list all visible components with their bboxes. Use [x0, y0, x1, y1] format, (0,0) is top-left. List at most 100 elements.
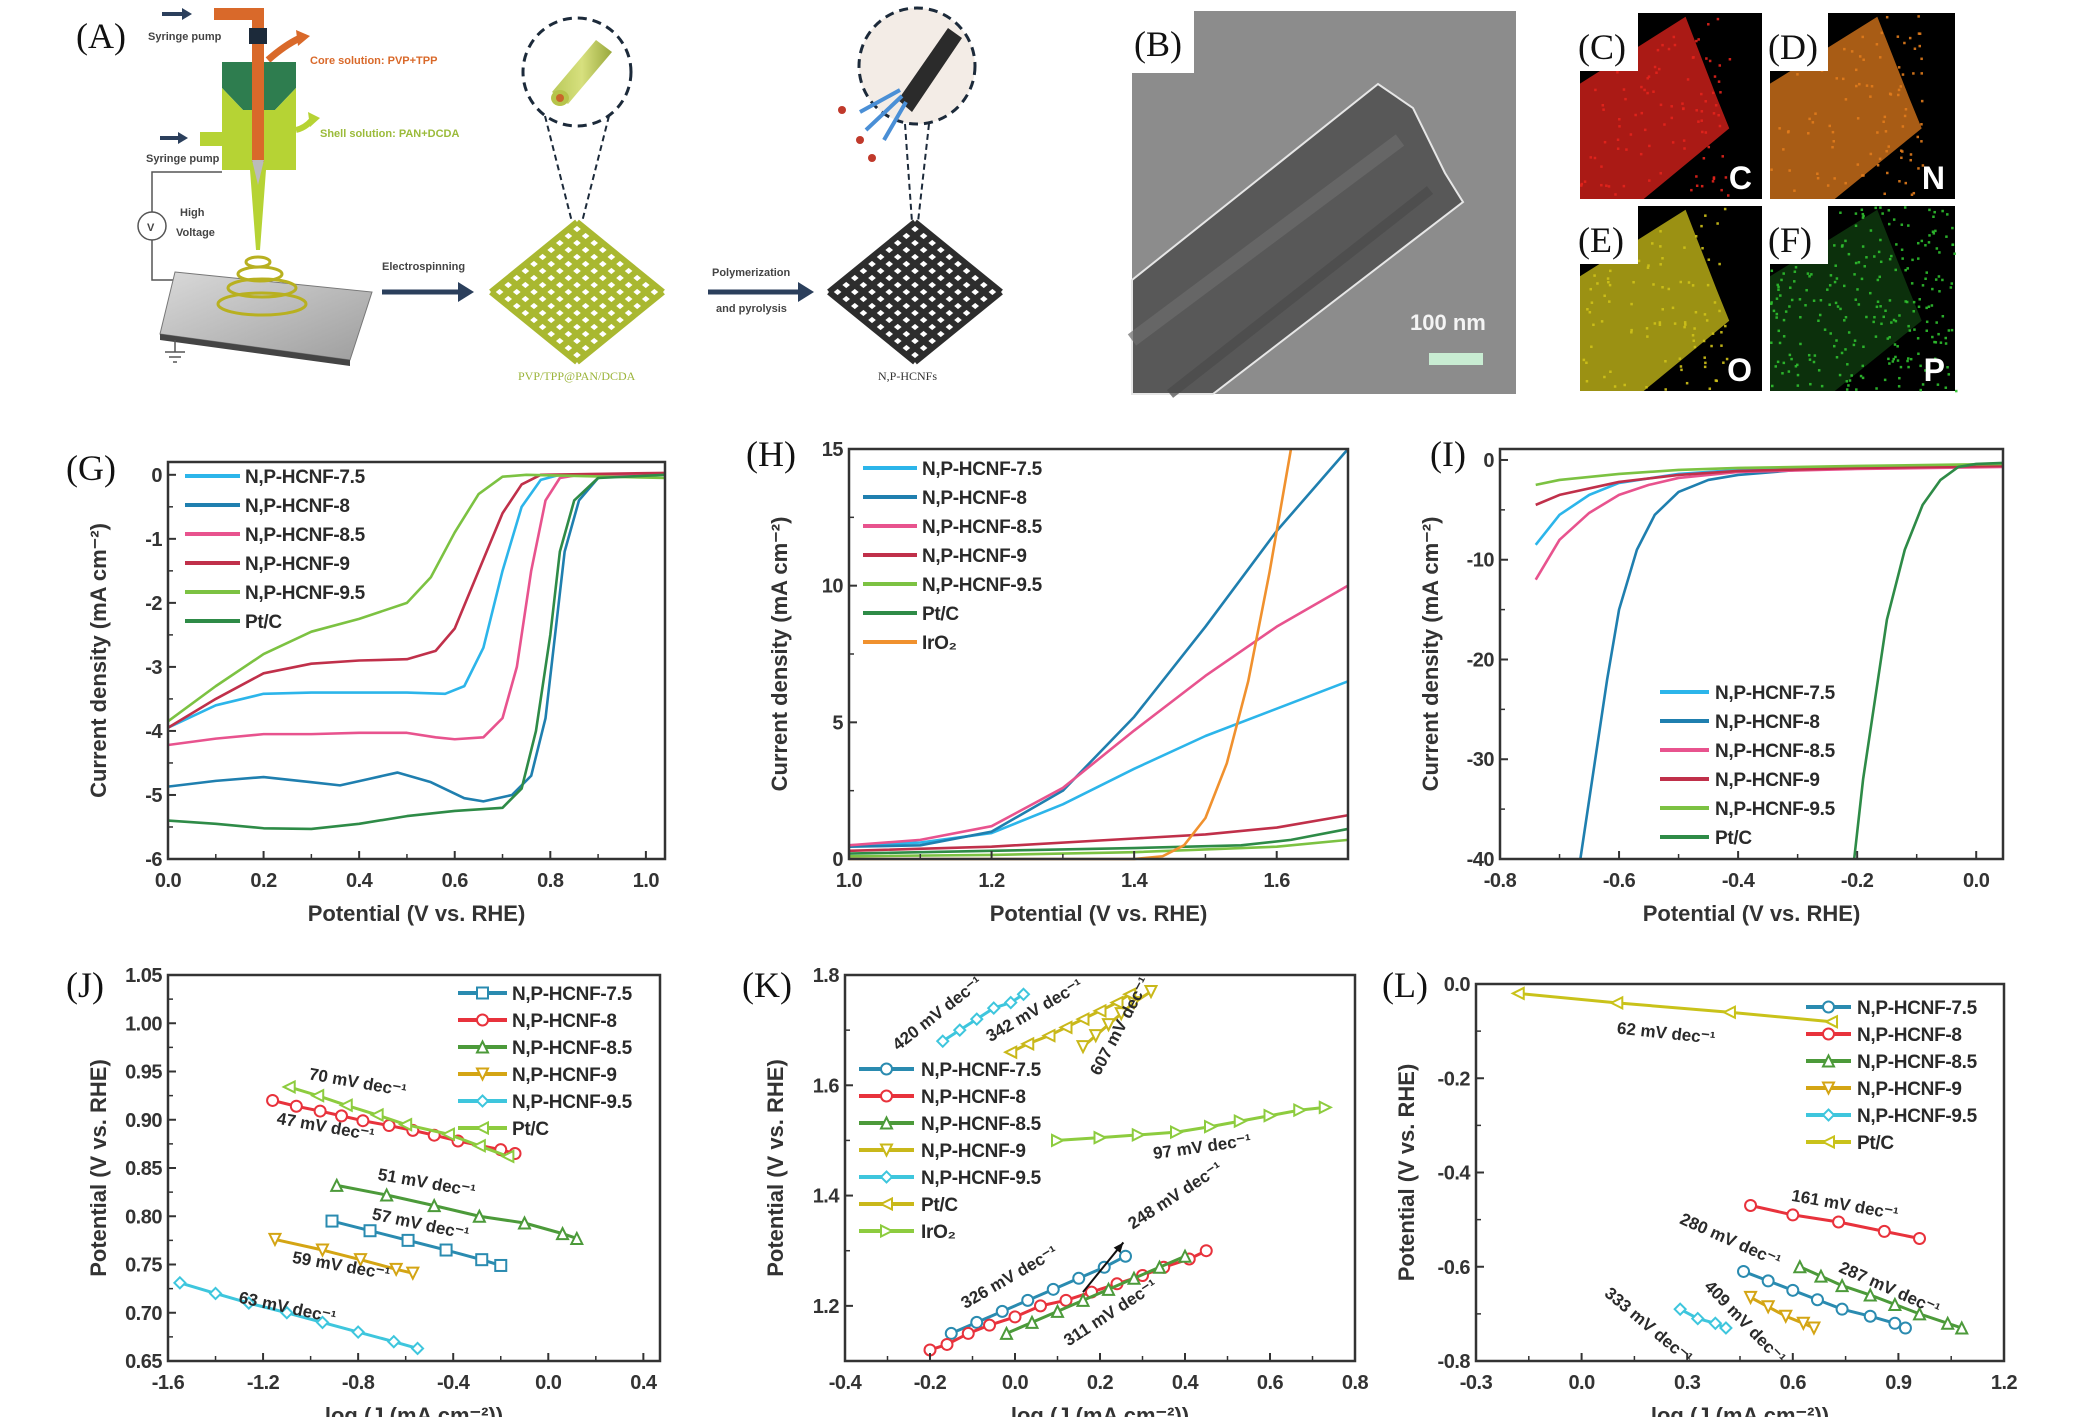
signal-dot — [1927, 241, 1931, 244]
signal-dot — [1905, 300, 1909, 304]
signal-dot — [1630, 302, 1633, 306]
legend-label: Pt/C — [1715, 828, 1752, 849]
legend-label: N,P-HCNF-8 — [922, 488, 1027, 509]
signal-dot — [1585, 379, 1589, 383]
signal-dot — [1909, 158, 1912, 162]
legend-label: N,P-HCNF-9 — [922, 546, 1027, 567]
signal-dot — [1687, 281, 1691, 284]
signal-dot — [1661, 43, 1664, 47]
panel-a-schematic: (A) Syringe pump Core solution: PVP+TPP … — [76, 6, 1003, 383]
mesh-strand — [540, 247, 631, 323]
signal-dot — [1728, 58, 1732, 61]
signal-dot — [1844, 181, 1847, 185]
data-point — [1072, 1271, 1086, 1285]
signal-dot — [1782, 335, 1786, 338]
signal-dot — [1833, 177, 1836, 180]
signal-dot — [1659, 263, 1662, 266]
data-point — [952, 1023, 967, 1038]
series-line-N-P-HCNF-9 — [167, 471, 666, 729]
signal-dot — [1647, 264, 1650, 267]
signal-dot — [1888, 299, 1892, 302]
signal-dot — [1789, 286, 1792, 289]
signal-dot — [1938, 251, 1941, 254]
signal-dot — [1892, 318, 1896, 322]
signal-dot — [1592, 323, 1595, 327]
signal-dot — [1622, 88, 1626, 91]
data-point — [1204, 1119, 1219, 1134]
precursor-label: PVP/TPP@PAN/DCDA — [518, 369, 636, 383]
signal-dot — [1600, 183, 1603, 187]
signal-dot — [1787, 370, 1791, 373]
signal-dot — [1693, 345, 1697, 349]
signal-dot — [1846, 363, 1849, 366]
data-point — [1101, 1018, 1116, 1033]
signal-dot — [1920, 123, 1923, 126]
x-tick-label: 0.3 — [1674, 1372, 1701, 1394]
connector — [249, 28, 267, 44]
signal-dot — [1835, 277, 1839, 280]
data-point — [986, 1001, 1001, 1015]
signal-dot — [1657, 67, 1661, 71]
signal-dot — [1775, 297, 1779, 300]
y-tick-label: -0.4 — [1438, 1163, 1472, 1185]
data-point — [1021, 1293, 1035, 1307]
signal-dot — [1861, 245, 1865, 248]
signal-dot — [1588, 311, 1592, 314]
legend-item: N,P-HCNF-8.5 — [859, 1114, 1042, 1135]
signal-dot — [1724, 176, 1728, 179]
signal-dot — [1694, 310, 1698, 314]
signal-dot — [1700, 92, 1703, 96]
signal-dot — [1828, 303, 1831, 306]
data-point — [1093, 1130, 1108, 1145]
x-tick-label: 0.4 — [1172, 1372, 1200, 1394]
signal-dot — [1874, 206, 1877, 210]
signal-dot — [1684, 323, 1687, 326]
legend-label: N,P-HCNF-7.5 — [921, 1060, 1042, 1081]
signal-dot — [1917, 257, 1920, 260]
y-tick-label: -1 — [145, 529, 162, 551]
x-tick-label: 0.0 — [1002, 1372, 1029, 1394]
data-point — [1075, 1011, 1090, 1027]
signal-dot — [1844, 348, 1847, 351]
signal-dot — [1782, 148, 1785, 151]
x-tick-label: -0.2 — [914, 1372, 947, 1394]
signal-dot — [1835, 356, 1839, 359]
data-point — [1834, 1277, 1850, 1293]
legend-item: N,P-HCNF-9 — [185, 554, 350, 575]
signal-dot — [1605, 184, 1608, 187]
signal-dot — [1839, 307, 1842, 311]
x-tick-label: -0.8 — [1484, 870, 1517, 892]
data-point — [329, 1177, 344, 1192]
signal-dot — [1616, 147, 1620, 150]
signal-dot — [1819, 298, 1823, 302]
x-tick-label: -0.4 — [829, 1372, 863, 1394]
legend-item: N,P-HCNF-8.5 — [458, 1038, 633, 1059]
x-tick-label: 1.0 — [633, 870, 660, 892]
signal-dot — [1596, 282, 1599, 285]
signal-dot — [1608, 300, 1611, 303]
legend-label: Pt/C — [512, 1119, 549, 1140]
data-point — [315, 1315, 330, 1330]
signal-dot — [1713, 75, 1717, 78]
data-point — [1126, 1270, 1142, 1285]
signal-dot — [1586, 308, 1589, 311]
legend-item: N,P-HCNF-9.5 — [458, 1092, 633, 1113]
data-point — [1034, 1299, 1047, 1313]
signal-dot — [1924, 244, 1927, 247]
y-tick-label: 0 — [1483, 450, 1494, 472]
signal-dot — [1804, 304, 1807, 307]
signal-dot — [1858, 55, 1862, 58]
signal-dot — [1659, 230, 1662, 233]
y-tick-label: 0 — [832, 849, 843, 871]
element-symbol: C — [1729, 160, 1752, 196]
signal-dot — [1933, 357, 1937, 361]
signal-dot — [1704, 361, 1707, 365]
legend-label: N,P-HCNF-7.5 — [245, 467, 366, 488]
signal-dot — [1607, 185, 1611, 188]
signal-dot — [1907, 324, 1910, 328]
scale-bar — [1429, 353, 1483, 365]
signal-dot — [1908, 36, 1912, 40]
gas-flow-icon — [859, 88, 908, 142]
signal-dot — [1918, 298, 1921, 301]
data-point — [1821, 1053, 1836, 1068]
